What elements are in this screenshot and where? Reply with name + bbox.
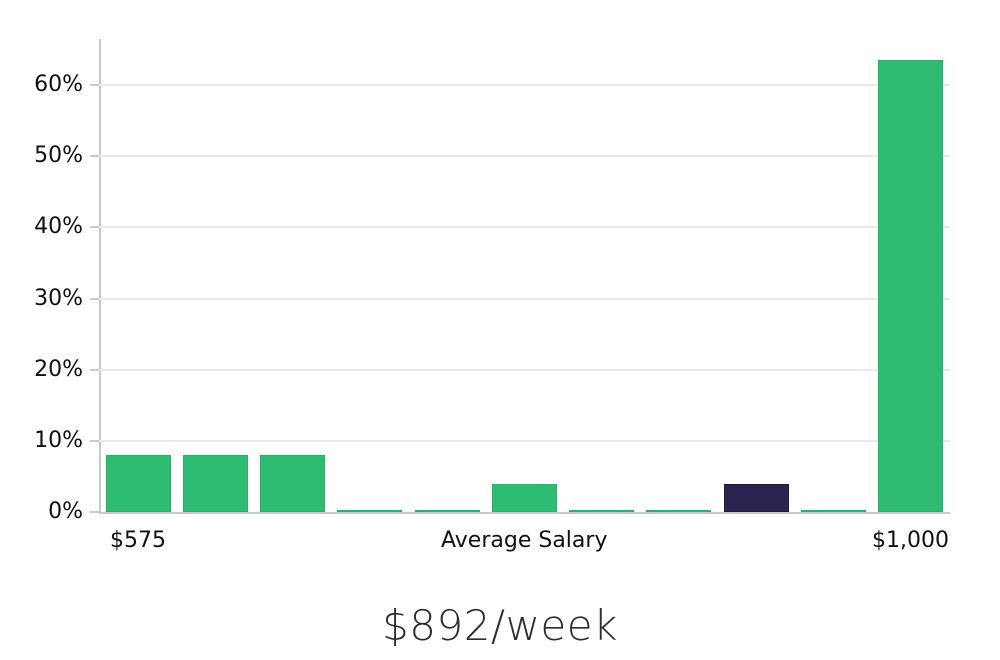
gridline-h	[99, 84, 950, 87]
y-tick-mark	[90, 297, 99, 300]
histogram-bar[interactable]	[105, 455, 171, 512]
y-axis-line	[99, 39, 101, 512]
histogram-bar[interactable]	[182, 455, 248, 512]
y-tick-label: 20%	[34, 356, 83, 382]
gridline-h	[99, 226, 950, 229]
histogram-bar-highlighted[interactable]	[723, 483, 789, 512]
histogram-bar[interactable]	[878, 60, 943, 512]
histogram-bar[interactable]	[569, 509, 634, 512]
histogram-bar[interactable]	[260, 455, 325, 512]
y-tick-mark	[90, 226, 99, 229]
gridline-h	[99, 368, 950, 371]
y-tick-mark	[90, 155, 99, 158]
chart-caption: $892/week	[382, 601, 618, 650]
gridline-h	[99, 439, 950, 442]
x-tick-label: Average Salary	[441, 528, 608, 553]
histogram-bar[interactable]	[800, 509, 866, 512]
y-tick-mark	[90, 368, 99, 371]
x-tick-label: $575	[110, 528, 166, 553]
histogram-bar[interactable]	[337, 509, 403, 512]
x-axis-line	[99, 512, 950, 514]
y-tick-mark	[90, 84, 99, 87]
gridline-h	[99, 155, 950, 158]
histogram-bar[interactable]	[646, 509, 712, 512]
y-tick-mark	[90, 439, 99, 442]
y-tick-label: 30%	[34, 285, 83, 311]
gridline-h	[99, 297, 950, 300]
y-tick-label: 50%	[34, 143, 83, 169]
histogram-bar[interactable]	[491, 483, 557, 512]
y-tick-label: 0%	[48, 499, 83, 524]
y-tick-label: 60%	[34, 72, 83, 98]
y-tick-label: 40%	[34, 214, 83, 240]
plot-area	[99, 39, 950, 514]
histogram-bar[interactable]	[414, 509, 480, 512]
y-tick-label: 10%	[34, 427, 83, 453]
y-tick-mark	[90, 511, 99, 513]
x-tick-label: $1,000	[872, 528, 949, 553]
